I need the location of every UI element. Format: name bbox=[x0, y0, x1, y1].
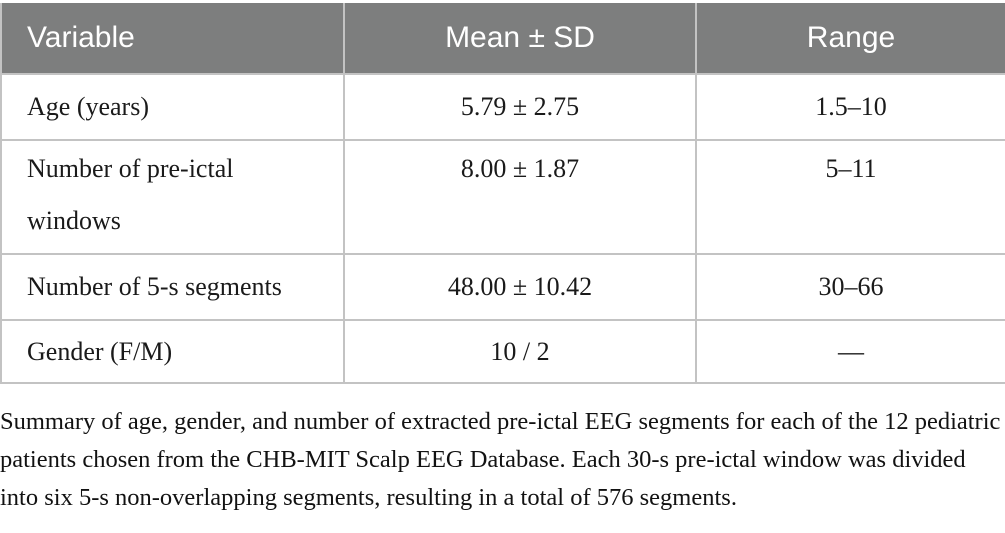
cell-variable: Number of 5-s segments bbox=[0, 253, 345, 321]
cell-mean-sd: 8.00 ± 1.87 bbox=[343, 139, 697, 255]
patient-summary-table: Variable Mean ± SD Range Age (years) 5.7… bbox=[0, 3, 1005, 384]
column-header-range: Range bbox=[695, 3, 1005, 75]
cell-variable: Age (years) bbox=[0, 73, 345, 141]
cell-range: 1.5–10 bbox=[695, 73, 1005, 141]
table-row: Number of 5-s segments 48.00 ± 10.42 30–… bbox=[0, 253, 1005, 321]
table-header-row: Variable Mean ± SD Range bbox=[0, 3, 1005, 75]
cell-mean-sd: 48.00 ± 10.42 bbox=[343, 253, 697, 321]
cell-range: 30–66 bbox=[695, 253, 1005, 321]
cell-mean-sd: 10 / 2 bbox=[343, 319, 697, 384]
column-header-variable: Variable bbox=[0, 3, 345, 75]
cell-range: 5–11 bbox=[695, 139, 1005, 255]
table-row: Gender (F/M) 10 / 2 — bbox=[0, 319, 1005, 384]
table-row: Number of pre-ictal windows 8.00 ± 1.87 … bbox=[0, 139, 1005, 255]
cell-variable: Number of pre-ictal windows bbox=[0, 139, 345, 255]
table-row: Age (years) 5.79 ± 2.75 1.5–10 bbox=[0, 73, 1005, 141]
cell-mean-sd: 5.79 ± 2.75 bbox=[343, 73, 697, 141]
cell-range: — bbox=[695, 319, 1005, 384]
cell-variable: Gender (F/M) bbox=[0, 319, 345, 384]
table-caption: Summary of age, gender, and number of ex… bbox=[0, 407, 1001, 511]
column-header-mean-sd: Mean ± SD bbox=[343, 3, 697, 75]
